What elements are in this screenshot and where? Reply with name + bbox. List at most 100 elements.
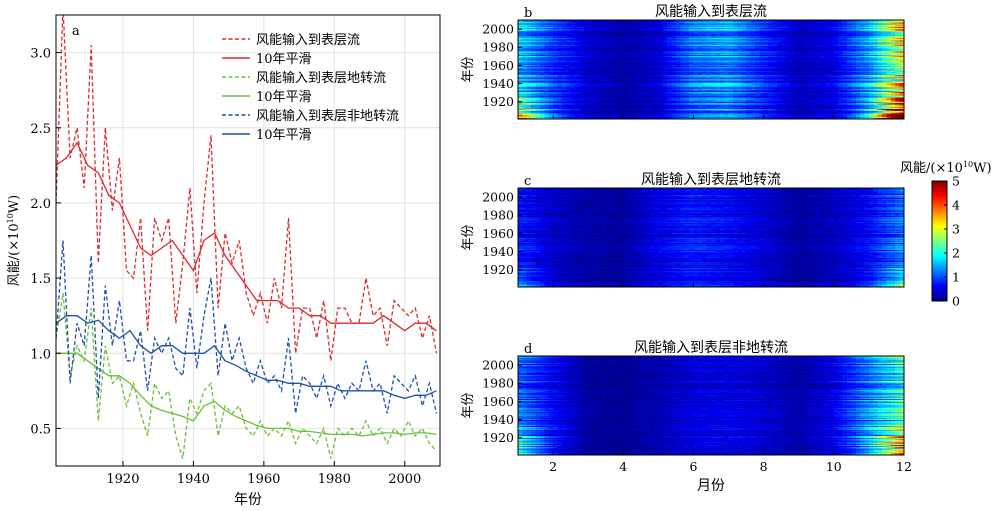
heatmap-cell <box>592 20 598 22</box>
heatmap-cell <box>680 41 686 44</box>
heatmap-cell <box>737 40 743 43</box>
heatmap-cell <box>518 41 523 44</box>
heatmap-cell <box>711 21 716 24</box>
heatmap-cell <box>807 33 813 35</box>
heatmap-cell <box>544 41 550 44</box>
heatmap-cell <box>605 26 611 28</box>
heatmap-cell <box>746 25 752 27</box>
heatmap-cell <box>816 20 822 23</box>
heatmap-cell <box>789 38 795 40</box>
heatmap-cell <box>776 20 782 22</box>
heatmap-cell <box>855 38 861 41</box>
heatmap-cell <box>645 40 651 43</box>
heatmap-cell <box>776 28 782 30</box>
heatmap-cell <box>662 36 668 38</box>
heatmap-cell <box>640 29 646 32</box>
heatmap-cell <box>627 25 633 27</box>
heatmap-cell <box>649 25 655 27</box>
heatmap-cell <box>531 25 537 27</box>
heatmap-cell <box>640 31 646 34</box>
heatmap-cell <box>662 30 668 33</box>
heatmap-cell <box>781 38 787 41</box>
heatmap-cell <box>653 20 659 22</box>
heatmap-cell <box>886 20 892 22</box>
heatmap-cell <box>868 43 874 45</box>
heatmap-cell <box>816 40 822 43</box>
heatmap-cell <box>618 43 624 45</box>
heatmap-cell <box>636 23 642 26</box>
heatmap-cell <box>627 20 633 22</box>
heatmap-cell <box>601 23 607 26</box>
heatmap-cell <box>846 27 852 29</box>
heatmap-cell <box>539 23 545 26</box>
heatmap-cell <box>855 35 861 37</box>
heatmap-cell <box>526 34 532 36</box>
heatmap-cell <box>846 40 852 43</box>
heatmap-cell <box>724 39 730 42</box>
heatmap-cell <box>737 38 743 40</box>
heatmap-cell <box>768 22 774 25</box>
heatmap-cell <box>636 25 642 27</box>
heatmap-cell <box>842 26 848 28</box>
heatmap-cell <box>811 38 817 41</box>
heatmap-cell <box>754 23 760 26</box>
heatmap-cell <box>772 26 778 28</box>
heatmap-cell <box>750 38 756 40</box>
heatmap-cell <box>579 39 585 42</box>
heatmap-cell <box>627 35 633 37</box>
heatmap-cell <box>658 33 664 35</box>
heatmap-cell <box>653 36 659 38</box>
heatmap-cell <box>605 34 611 36</box>
heatmap-cell <box>763 21 769 24</box>
heatmap-cell <box>820 20 826 23</box>
heatmap-cell <box>667 20 673 23</box>
heatmap-cell <box>732 22 738 25</box>
heatmap-cell <box>653 35 659 37</box>
heatmap-cell <box>886 20 892 23</box>
heatmap-cell <box>610 41 616 44</box>
heatmap-cell <box>610 21 616 24</box>
heatmap-cell <box>842 25 848 27</box>
heatmap-cell <box>890 30 896 33</box>
heatmap-cell <box>548 20 554 22</box>
heatmap-cell <box>798 36 804 38</box>
heatmap-cell <box>816 28 822 30</box>
heatmap-cell <box>605 29 611 31</box>
heatmap-cell <box>732 41 738 44</box>
heatmap-cell <box>675 39 681 42</box>
heatmap-cell <box>846 35 852 37</box>
heatmap-cell <box>899 27 905 29</box>
heatmap-cell <box>715 37 721 39</box>
heatmap-cell <box>583 28 589 30</box>
heatmap-cell <box>781 25 787 27</box>
heatmap-cell <box>732 24 738 26</box>
heatmap-cell <box>706 35 712 37</box>
heatmap-cell <box>877 32 883 35</box>
heatmap-cell <box>693 38 699 40</box>
heatmap-cell <box>746 31 752 34</box>
heatmap-cell <box>825 38 831 40</box>
heatmap-cell <box>605 39 611 42</box>
heatmap-cell <box>789 24 795 26</box>
heatmap-cell <box>566 22 572 25</box>
heatmap-cell <box>728 38 734 41</box>
heatmap-cell <box>877 29 883 31</box>
y-tick-label: 1.5 <box>30 272 51 287</box>
heatmap-cell <box>754 38 760 41</box>
heatmap-cell <box>601 32 607 35</box>
heatmap-cell <box>890 34 896 36</box>
heatmap-cell <box>706 38 712 41</box>
y-tick-label: 0.5 <box>30 422 51 437</box>
heatmap-cell <box>877 35 883 37</box>
heatmap-cell <box>776 35 782 37</box>
heatmap-cell <box>667 21 673 24</box>
heatmap-cell <box>829 39 835 42</box>
heatmap-cell <box>882 24 888 26</box>
heatmap-cell <box>886 37 892 39</box>
heatmap-cell <box>561 40 567 43</box>
heatmap-cell <box>886 24 892 26</box>
heatmap-cell <box>522 41 528 44</box>
heatmap-cell <box>684 21 690 24</box>
heatmap-cell <box>539 32 545 35</box>
heatmap-cell <box>544 39 550 42</box>
